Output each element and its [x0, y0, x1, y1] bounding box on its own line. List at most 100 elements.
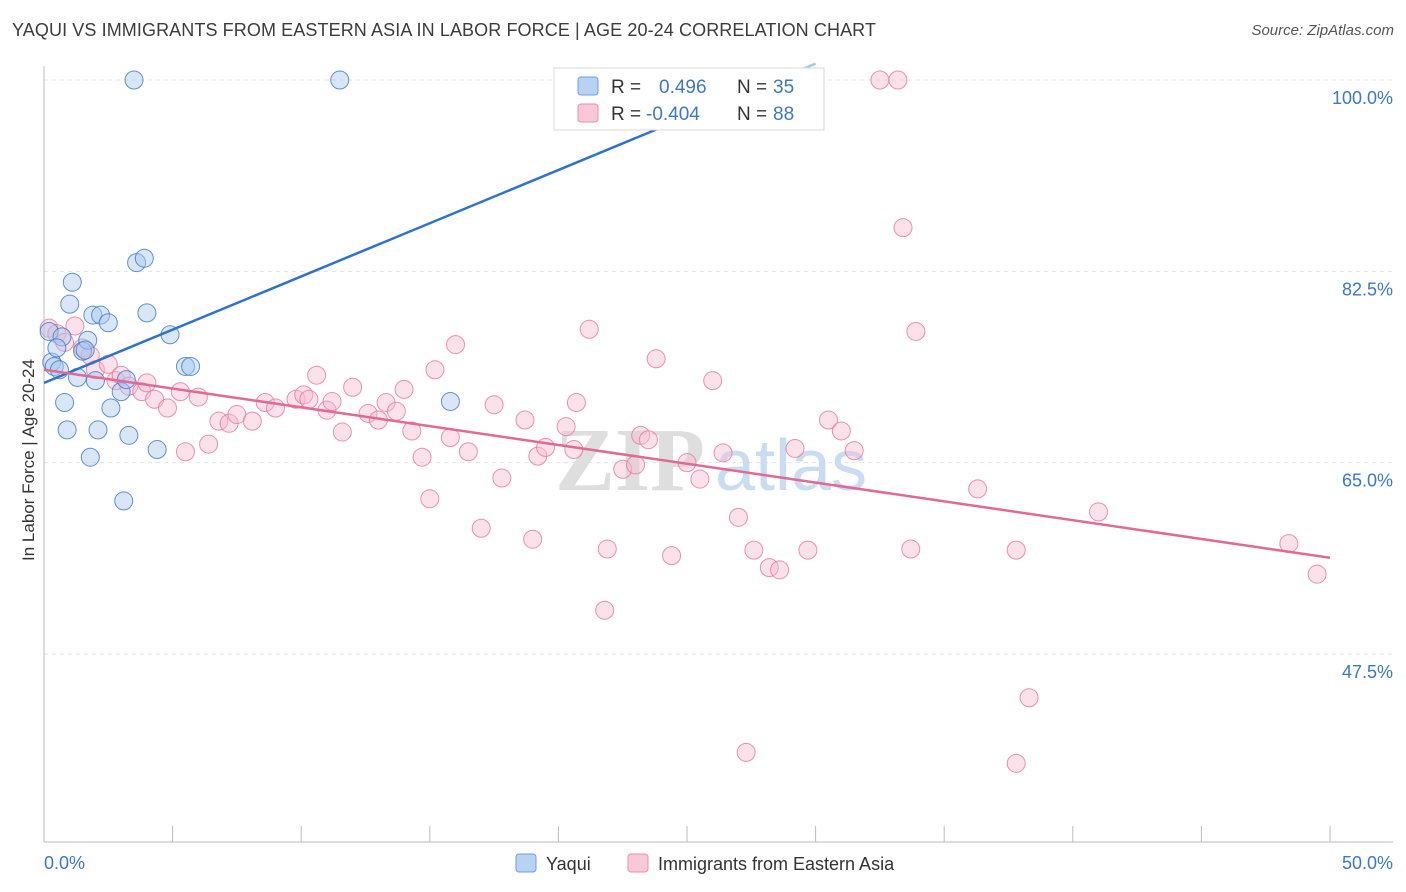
data-point	[744, 540, 764, 560]
data-point	[299, 389, 319, 409]
data-point	[157, 398, 177, 418]
y-axis-label: In Labor Force | Age 20-24	[19, 359, 38, 561]
series-label-immigrants: Immigrants from Eastern Asia	[658, 854, 895, 874]
legend-r-label-2: R =	[611, 104, 641, 125]
data-point	[343, 377, 363, 397]
data-point	[1307, 564, 1327, 584]
data-point	[492, 468, 512, 488]
data-point	[523, 529, 543, 549]
data-point	[420, 489, 440, 509]
data-point	[613, 459, 633, 479]
data-point	[968, 479, 988, 499]
data-point	[98, 313, 118, 333]
data-point	[101, 398, 121, 418]
data-point	[888, 70, 908, 90]
data-point	[62, 272, 82, 292]
source-credit: Source: ZipAtlas.com	[1251, 22, 1394, 39]
legend-r-value-1: 0.496	[659, 77, 707, 98]
y-tick-label: 47.5%	[1342, 662, 1393, 682]
data-point	[703, 371, 723, 391]
data-point	[1006, 540, 1026, 560]
data-point	[440, 391, 460, 411]
data-point	[515, 410, 535, 430]
y-tick-label: 100.0%	[1332, 88, 1393, 108]
data-point	[818, 410, 838, 430]
data-point	[116, 370, 136, 390]
data-point	[446, 335, 466, 355]
data-point	[484, 395, 504, 415]
data-point	[831, 421, 851, 441]
axes	[43, 66, 1393, 843]
data-point	[626, 455, 646, 475]
data-point	[690, 469, 710, 489]
trend-line-immigrants	[43, 368, 1331, 560]
legend-swatch-immigrants	[577, 103, 599, 123]
data-point	[65, 316, 85, 336]
data-point	[556, 417, 576, 437]
x-tick-label: 0.0%	[44, 853, 85, 873]
data-point	[80, 447, 100, 467]
trend-line-yaqui	[43, 94, 739, 385]
data-point	[785, 438, 805, 458]
series-label-yaqui: Yaqui	[546, 854, 591, 874]
data-point	[134, 248, 154, 268]
data-point	[412, 447, 432, 467]
data-point	[728, 507, 748, 527]
data-point	[111, 382, 131, 402]
data-point	[60, 294, 80, 314]
data-point	[579, 319, 599, 339]
data-point	[322, 391, 342, 411]
data-point	[1006, 753, 1026, 773]
data-point	[91, 305, 111, 325]
y-tick-label: 82.5%	[1342, 279, 1393, 299]
data-point	[713, 443, 733, 463]
data-point	[595, 600, 615, 620]
gridlines	[44, 79, 1393, 655]
data-point	[332, 422, 352, 442]
immigrants-points	[39, 70, 1327, 773]
data-point	[52, 327, 72, 347]
data-point	[124, 70, 144, 90]
data-point	[1019, 688, 1039, 708]
data-point	[566, 393, 586, 413]
watermark-zip: ZIP	[555, 411, 705, 510]
chart-title: YAQUI VS IMMIGRANTS FROM EASTERN ASIA IN…	[12, 20, 877, 40]
data-point	[386, 401, 406, 421]
legend-swatch-yaqui	[577, 76, 599, 96]
yaqui-points	[39, 70, 460, 511]
legend-n-value-2: 88	[773, 104, 794, 125]
data-point	[147, 440, 167, 460]
data-point	[770, 560, 790, 580]
legend-n-label-2: N =	[737, 104, 767, 125]
data-point	[425, 360, 445, 380]
data-point	[402, 421, 422, 441]
data-point	[88, 420, 108, 440]
data-point	[1089, 502, 1109, 522]
data-point	[646, 349, 666, 369]
data-point	[55, 393, 75, 413]
legend-n-value-1: 35	[773, 77, 794, 98]
data-point	[844, 441, 864, 461]
data-point	[870, 70, 890, 90]
data-point	[330, 70, 350, 90]
data-point	[893, 218, 913, 238]
data-point	[114, 491, 134, 511]
data-point	[394, 379, 414, 399]
series-swatch-yaqui	[515, 853, 537, 873]
data-point	[75, 340, 95, 360]
data-point	[906, 321, 926, 341]
data-point	[638, 430, 658, 450]
data-point	[181, 356, 201, 376]
data-point	[307, 365, 327, 385]
data-point	[736, 742, 756, 762]
data-point	[564, 440, 584, 460]
data-point	[175, 356, 195, 376]
series-swatch-immigrants	[627, 853, 649, 873]
watermark-atlas: atlas	[715, 426, 867, 506]
legend-n-label-1: N =	[737, 77, 767, 98]
y-tick-labels: 47.5% 65.0% 82.5% 100.0%	[1332, 88, 1393, 682]
data-point	[39, 321, 59, 341]
legend-r-label-1: R =	[611, 77, 641, 98]
data-point	[137, 303, 157, 323]
